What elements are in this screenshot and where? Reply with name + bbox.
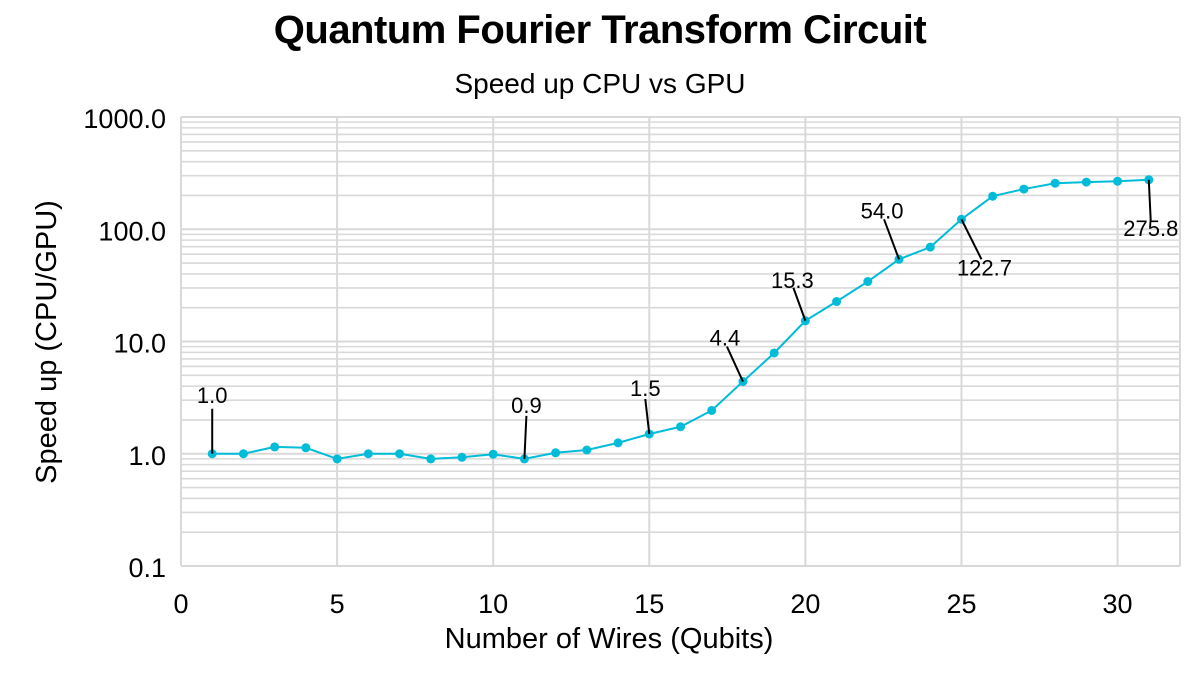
y-tick-label: 10.0 <box>113 329 166 359</box>
data-point <box>707 405 717 415</box>
data-point <box>238 449 248 459</box>
annotation-label: 4.4 <box>710 326 741 351</box>
chart-title: Quantum Fourier Transform Circuit <box>273 8 927 52</box>
annotation-leader <box>644 398 651 435</box>
x-tick-label: 20 <box>790 589 820 619</box>
x-axis-title: Number of Wires (Qubits) <box>445 623 774 655</box>
x-tick-label: 15 <box>634 589 664 619</box>
grid <box>180 116 1181 567</box>
data-point <box>332 454 342 464</box>
y-tick-label: 0.1 <box>128 553 166 583</box>
x-tick-label: 5 <box>330 589 345 619</box>
data-point <box>488 449 498 459</box>
annotation-label: 1.5 <box>630 376 661 401</box>
data-point <box>613 438 623 448</box>
x-tick-label: 25 <box>946 589 976 619</box>
y-tick-label: 1000.0 <box>83 104 166 134</box>
data-point <box>395 449 405 459</box>
annotation-leader <box>792 287 807 322</box>
annotation-label: 122.7 <box>957 255 1012 280</box>
y-tick-label: 1.0 <box>128 441 166 471</box>
series-line <box>212 178 1149 460</box>
y-tick-label: 100.0 <box>98 216 166 246</box>
series <box>207 175 1154 464</box>
x-tick-label: 10 <box>478 589 508 619</box>
annotation-label: 54.0 <box>861 198 904 223</box>
data-point <box>551 448 561 458</box>
data-point <box>270 442 280 452</box>
annotations: 1.0 0.9 1.5 4.4 15.3 54.0 122.7 275.8 <box>197 179 1178 459</box>
data-point <box>1050 178 1060 188</box>
annotation-leader <box>726 346 744 382</box>
axes: 0 5 10 15 20 25 30 0.1 1.0 10.0 100.0 1000.0 <box>83 104 1132 619</box>
annotation-label: 15.3 <box>771 268 814 293</box>
data-point <box>832 297 842 307</box>
annotation-leader <box>1147 179 1152 222</box>
data-point <box>676 422 685 432</box>
chart-subtitle: Speed up CPU vs GPU <box>454 68 746 99</box>
data-point <box>1113 176 1123 186</box>
data-point <box>363 449 373 459</box>
data-point <box>1019 184 1029 194</box>
data-point <box>925 242 935 252</box>
data-point <box>769 348 779 358</box>
x-tick-label: 0 <box>173 589 188 619</box>
data-point <box>863 277 873 287</box>
annotation-leader <box>960 218 983 260</box>
data-point <box>426 454 436 464</box>
x-tick-label: 30 <box>1103 589 1133 619</box>
data-point <box>988 191 998 201</box>
data-point <box>582 445 592 455</box>
annotation-label: 275.8 <box>1123 216 1178 241</box>
y-axis-title: Speed up (CPU/GPU) <box>31 200 63 484</box>
annotation-leader <box>883 218 900 260</box>
annotation-leader <box>523 415 528 459</box>
annotation-label: 0.9 <box>511 393 542 418</box>
data-point <box>301 443 311 453</box>
data-point <box>457 452 467 462</box>
annotation-label: 1.0 <box>197 383 228 408</box>
data-point <box>1081 177 1091 187</box>
